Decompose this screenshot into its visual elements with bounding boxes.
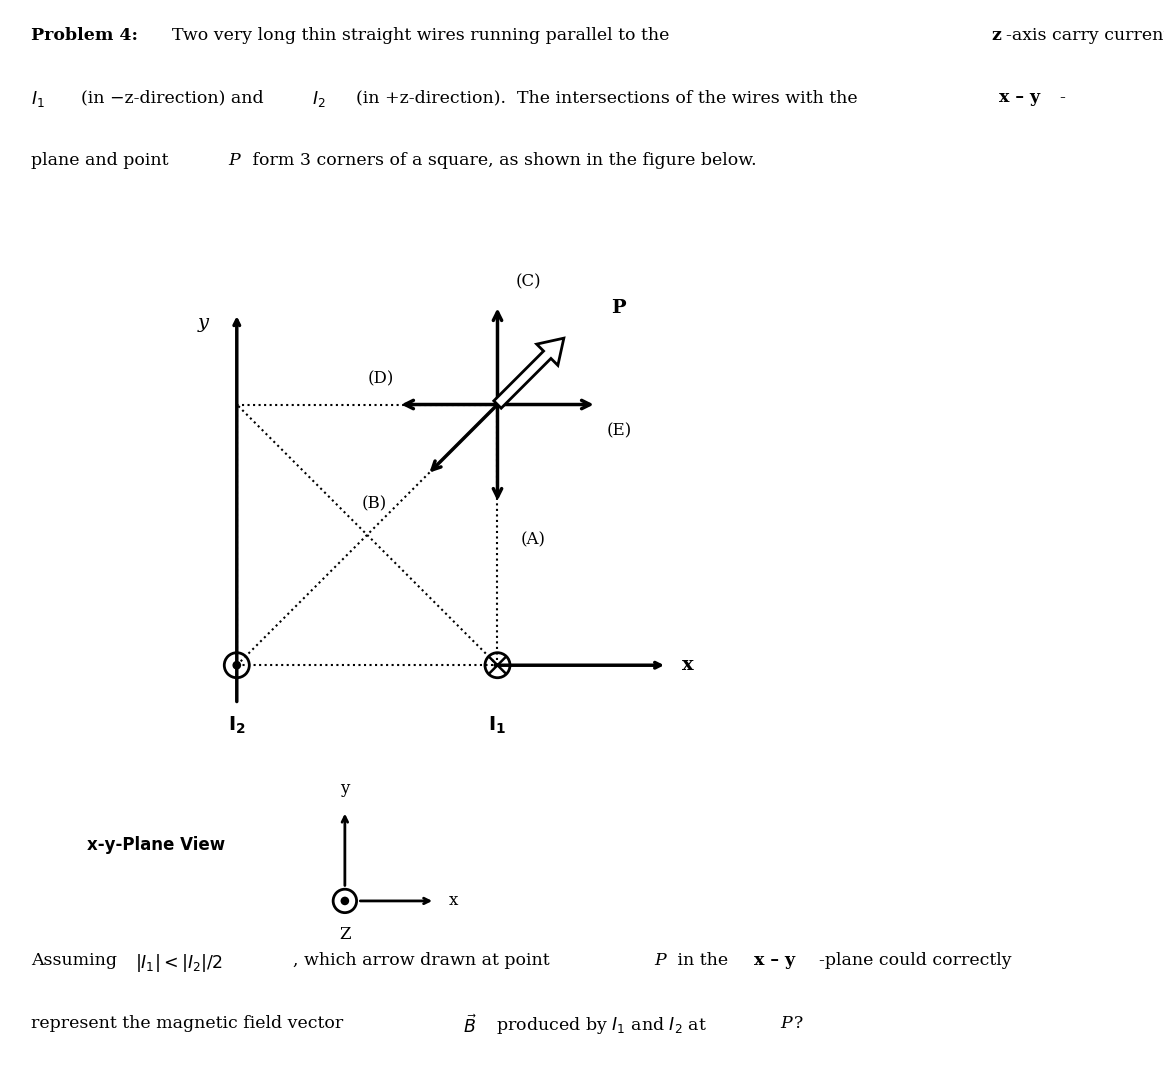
Text: , which arrow drawn at point: , which arrow drawn at point	[293, 952, 555, 969]
Text: P: P	[654, 952, 666, 969]
FancyArrow shape	[494, 338, 563, 408]
Text: x – y: x – y	[999, 89, 1039, 107]
Text: $\mathbf{I_2}$: $\mathbf{I_2}$	[228, 714, 246, 736]
Text: P: P	[611, 299, 625, 317]
Text: form 3 corners of a square, as shown in the figure below.: form 3 corners of a square, as shown in …	[247, 152, 757, 169]
Text: P: P	[228, 152, 240, 169]
Text: Problem 4:: Problem 4:	[31, 27, 139, 44]
Text: (in −z-direction) and: (in −z-direction) and	[81, 89, 270, 107]
Text: (D): (D)	[367, 370, 393, 387]
Text: -plane could correctly: -plane could correctly	[819, 952, 1012, 969]
Text: (A): (A)	[521, 532, 546, 549]
Text: x – y: x – y	[754, 952, 795, 969]
Text: $I_2$: $I_2$	[312, 89, 326, 110]
Text: $I_1$: $I_1$	[31, 89, 45, 110]
Text: (in +z-direction).  The intersections of the wires with the: (in +z-direction). The intersections of …	[356, 89, 864, 107]
Circle shape	[341, 897, 348, 905]
Text: $\vec{B}$: $\vec{B}$	[463, 1015, 477, 1037]
Text: y: y	[198, 313, 208, 331]
Text: Two very long thin straight wires running parallel to the: Two very long thin straight wires runnin…	[172, 27, 675, 44]
Text: -: -	[1059, 89, 1065, 107]
Text: Z: Z	[339, 926, 350, 944]
Text: y: y	[340, 780, 349, 797]
Text: x: x	[448, 892, 457, 909]
Text: in the: in the	[672, 952, 733, 969]
Text: (B): (B)	[362, 495, 388, 512]
Circle shape	[233, 662, 241, 669]
Text: x-y-Plane View: x-y-Plane View	[87, 836, 226, 853]
Text: x: x	[682, 656, 694, 675]
Text: $|I_1| < |I_2|/2$: $|I_1| < |I_2|/2$	[135, 952, 223, 974]
Text: (C): (C)	[516, 273, 541, 291]
Text: P: P	[780, 1015, 792, 1032]
Text: -axis carry currents: -axis carry currents	[1006, 27, 1164, 44]
Text: represent the magnetic field vector: represent the magnetic field vector	[31, 1015, 349, 1032]
Text: z: z	[992, 27, 1001, 44]
Text: ?: ?	[794, 1015, 803, 1032]
Text: plane and point: plane and point	[31, 152, 175, 169]
Text: $\mathbf{I_1}$: $\mathbf{I_1}$	[489, 714, 506, 736]
Text: produced by $I_1$ and $I_2$ at: produced by $I_1$ and $I_2$ at	[491, 1015, 708, 1036]
Text: Assuming: Assuming	[31, 952, 123, 969]
Text: (E): (E)	[606, 422, 632, 439]
